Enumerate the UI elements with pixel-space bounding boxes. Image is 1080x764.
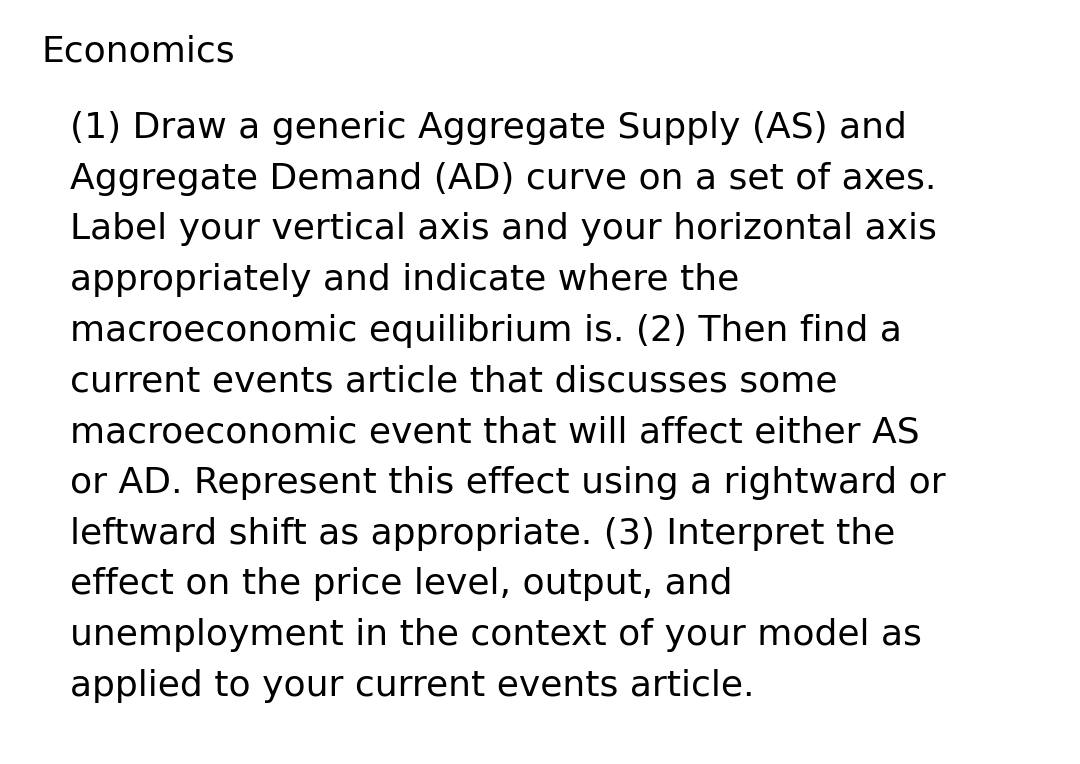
Text: Economics: Economics: [41, 34, 234, 69]
Text: (1) Draw a generic Aggregate Supply (AS) and
Aggregate Demand (AD) curve on a se: (1) Draw a generic Aggregate Supply (AS)…: [70, 111, 946, 703]
